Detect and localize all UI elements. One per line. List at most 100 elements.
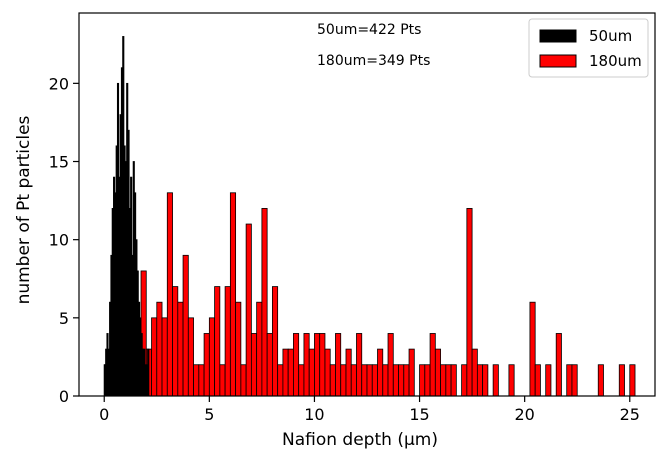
x-tick-label: 15 — [409, 405, 429, 424]
series-180um-bar — [508, 364, 515, 397]
series-50um-bars — [103, 36, 150, 397]
series-180um-bar — [245, 223, 252, 397]
series-180um-bar — [408, 348, 415, 397]
series-180um-bar — [434, 348, 441, 397]
series-180um-bar — [371, 364, 378, 397]
series-180um-bar — [398, 364, 405, 397]
series-180um-bar — [314, 333, 321, 397]
series-180um-bar — [424, 364, 431, 397]
legend-swatch-180um — [539, 54, 577, 68]
x-tick-label: 25 — [620, 405, 640, 424]
y-tick-label: 20 — [49, 74, 69, 93]
series-180um-bar — [293, 333, 300, 397]
series-50um-bar — [147, 348, 150, 397]
series-180um-bar — [450, 364, 457, 397]
series-180um-bar — [324, 348, 331, 397]
series-180um-bar — [182, 254, 189, 397]
series-180um-bar — [198, 364, 205, 397]
series-180um-bar — [629, 364, 636, 397]
y-tick-label: 15 — [49, 153, 69, 172]
annotation-180um-count: 180um=349 Pts — [317, 53, 430, 69]
series-180um-bar — [618, 364, 625, 397]
series-180um-bar — [534, 364, 541, 397]
series-180um-bar — [597, 364, 604, 397]
series-180um-bar — [571, 364, 578, 397]
series-180um-bar — [235, 301, 242, 397]
legend: 50um 180um — [528, 18, 649, 78]
series-180um-bar — [466, 208, 473, 397]
series-180um-bar — [350, 364, 357, 397]
series-180um-bar — [277, 364, 284, 397]
y-tick-label: 10 — [49, 231, 69, 250]
series-180um-bar — [387, 333, 394, 397]
series-180um-bar — [303, 333, 310, 397]
series-180um-bar — [219, 364, 226, 397]
series-180um-bar — [261, 208, 268, 397]
series-180um-bar — [250, 333, 258, 397]
legend-label-180um: 180um — [589, 52, 642, 70]
series-180um-bar — [419, 364, 426, 397]
series-180um-bars — [103, 192, 636, 397]
series-180um-bar — [214, 286, 221, 397]
series-180um-bar — [177, 301, 184, 397]
annotation-50um-count: 50um=422 Pts — [317, 22, 421, 38]
x-tick-label: 20 — [514, 405, 534, 424]
series-180um-bar — [172, 286, 179, 397]
legend-swatch-50um — [539, 29, 577, 43]
x-tick-label: 0 — [99, 405, 109, 424]
series-180um-bar — [361, 364, 368, 397]
plot-frame — [78, 12, 656, 397]
series-180um-bar — [151, 317, 158, 397]
series-180um-bar — [282, 348, 289, 397]
series-180um-bar — [224, 286, 231, 397]
series-180um-bar — [298, 364, 305, 397]
series-180um-bar — [340, 364, 347, 397]
y-axis-ticks: 0 5 10 15 20 — [49, 74, 79, 406]
series-180um-bar — [356, 333, 363, 397]
series-180um-bar — [203, 333, 210, 397]
series-180um-bar — [392, 364, 399, 397]
series-180um-bar — [208, 317, 215, 397]
y-axis-label: number of Pt particles — [14, 115, 34, 304]
series-180um-bar — [566, 364, 573, 397]
series-180um-bar — [193, 364, 200, 397]
series-180um-bar — [240, 364, 247, 397]
series-180um-bar — [382, 364, 389, 397]
series-180um-bar — [461, 364, 468, 397]
series-180um-bar — [256, 301, 263, 397]
axes-frame — [78, 12, 656, 397]
y-tick-label: 5 — [59, 309, 69, 328]
series-180um-bar — [403, 364, 410, 397]
series-180um-bar — [345, 348, 352, 397]
x-axis-label: Nafion depth (µm) — [282, 430, 438, 450]
y-tick-label: 0 — [59, 387, 69, 406]
series-180um-bar — [308, 348, 315, 397]
series-180um-bar — [266, 333, 273, 397]
x-tick-label: 5 — [204, 405, 214, 424]
series-180um-bar — [161, 317, 168, 397]
series-180um-bar — [156, 301, 163, 397]
series-180um-bar — [545, 364, 552, 397]
series-180um-bar — [366, 364, 373, 397]
series-180um-bar — [166, 192, 173, 397]
series-180um-bar — [555, 333, 562, 397]
series-180um-bar — [229, 192, 237, 397]
series-180um-bar — [319, 333, 326, 397]
series-180um-bar — [476, 364, 484, 397]
x-axis-ticks: 0 5 10 15 20 25 — [99, 396, 640, 424]
series-180um-bar — [377, 348, 384, 397]
series-180um-bar — [482, 364, 489, 397]
series-180um-bar — [492, 364, 499, 397]
series-180um-bar — [335, 333, 342, 397]
series-180um-bar — [440, 364, 447, 397]
series-180um-bar — [187, 317, 194, 397]
series-180um-bar — [271, 286, 279, 397]
series-180um-bar — [429, 333, 436, 397]
series-180um-bar — [287, 348, 294, 397]
legend-label-50um: 50um — [589, 27, 632, 45]
x-tick-label: 10 — [304, 405, 324, 424]
series-180um-bar — [529, 301, 536, 397]
series-180um-bar — [329, 364, 336, 397]
series-180um-bar — [471, 348, 478, 397]
